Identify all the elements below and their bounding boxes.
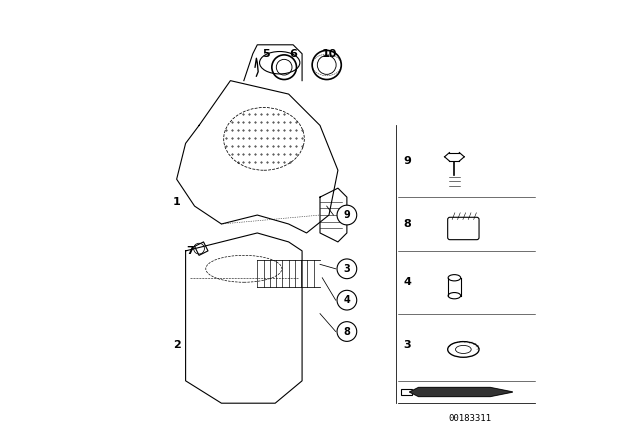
Text: 4: 4	[344, 295, 350, 305]
Text: 4: 4	[403, 277, 412, 287]
Circle shape	[337, 322, 356, 341]
Text: 9: 9	[403, 156, 412, 166]
Circle shape	[337, 259, 356, 279]
Circle shape	[337, 290, 356, 310]
Bar	[401, 389, 412, 395]
Text: 6: 6	[289, 49, 297, 59]
Text: 3: 3	[344, 264, 350, 274]
Text: 9: 9	[344, 210, 350, 220]
Text: 10: 10	[321, 49, 337, 59]
Text: 5: 5	[262, 49, 270, 59]
Text: 2: 2	[173, 340, 180, 350]
Text: 3: 3	[404, 340, 411, 350]
Text: 00183311: 00183311	[449, 414, 492, 423]
Text: 8: 8	[403, 219, 412, 229]
Polygon shape	[410, 388, 513, 396]
Text: 8: 8	[344, 327, 350, 336]
Text: 7: 7	[186, 246, 194, 256]
Text: 1: 1	[173, 197, 180, 207]
Circle shape	[337, 205, 356, 225]
